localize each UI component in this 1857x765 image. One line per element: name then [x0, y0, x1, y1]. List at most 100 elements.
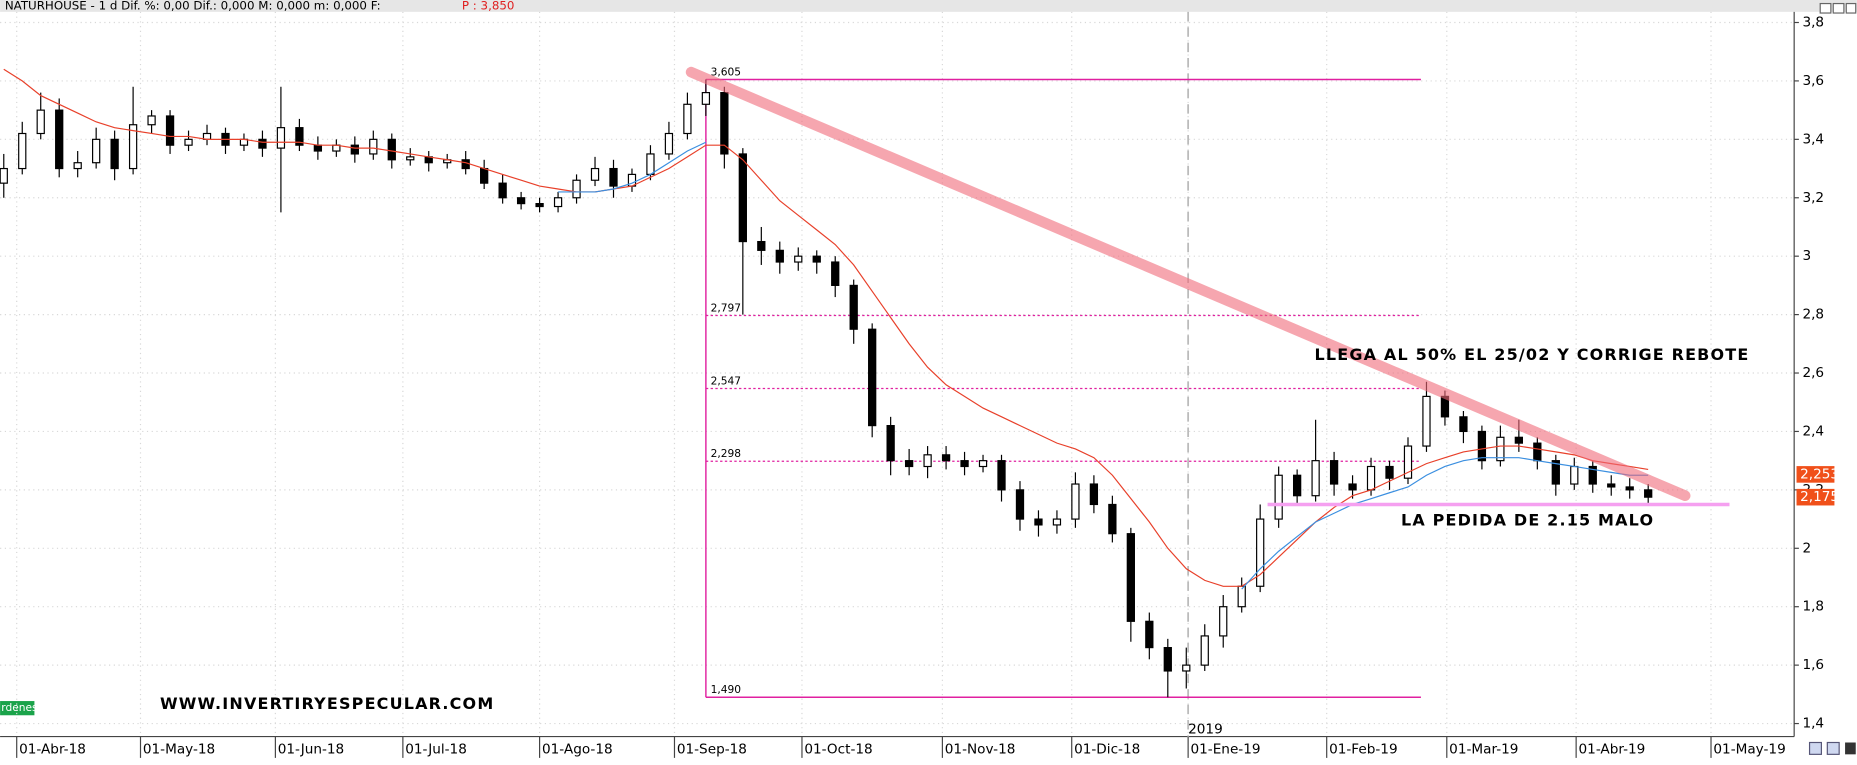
candle-body	[757, 240, 766, 251]
candle-body	[960, 460, 969, 468]
candle-body	[1219, 606, 1228, 637]
candle-body	[1459, 416, 1468, 433]
candle-body	[406, 156, 415, 161]
candle-body	[1292, 474, 1302, 497]
candle-body	[1403, 445, 1413, 479]
badge-text: rdenes	[1, 701, 38, 714]
toolbar-icon[interactable]	[1845, 742, 1856, 755]
y-tick-label: 1,6	[1802, 657, 1824, 673]
candle-body	[147, 115, 156, 126]
candle-body	[1182, 664, 1191, 672]
candle-body	[1496, 436, 1505, 462]
candle-body	[276, 127, 286, 149]
price-tag-label: 2,175	[1800, 489, 1839, 505]
price-tag	[1796, 466, 1835, 483]
candle-body	[941, 454, 951, 462]
y-tick-label: 2,6	[1802, 365, 1824, 381]
candle-body	[1034, 518, 1043, 526]
fib-label: 2,547	[711, 374, 741, 387]
candle-body	[1477, 430, 1487, 462]
candle-body	[36, 109, 45, 135]
year-label: 2019	[1188, 721, 1223, 737]
y-tick-label: 3,6	[1802, 73, 1824, 89]
y-tick-label: 3,4	[1802, 131, 1824, 147]
candle-body	[18, 132, 27, 170]
candle-body	[313, 144, 323, 152]
candle-body	[1237, 585, 1246, 608]
candle-body	[1348, 483, 1357, 491]
candle-body	[553, 197, 563, 208]
candle-body	[1256, 518, 1265, 587]
candle-body	[978, 460, 988, 468]
candle-body	[590, 167, 600, 181]
window-button[interactable]	[1819, 2, 1832, 14]
candle-body	[1422, 395, 1431, 447]
fib-label: 2,797	[711, 301, 741, 314]
candle-body	[1052, 518, 1062, 526]
candle-body	[1570, 465, 1579, 485]
y-tick-label: 2,4	[1802, 423, 1824, 439]
candle-body	[1607, 483, 1616, 488]
candle-body	[350, 144, 359, 155]
toolbar-icon[interactable]	[1826, 741, 1840, 755]
candle-body	[1644, 489, 1653, 498]
candle-body	[461, 159, 470, 170]
annotation: WWW.INVERTIRYESPECULAR.COM	[160, 694, 494, 713]
x-tick-label: 01-Dic-18	[1074, 742, 1140, 758]
candle-body	[480, 167, 489, 184]
candle-body	[1329, 460, 1339, 485]
candle-body	[1145, 620, 1154, 649]
toolbar-icon[interactable]	[1808, 741, 1822, 755]
candle-body	[92, 138, 101, 164]
candle-body	[184, 138, 193, 146]
candle-body	[1274, 474, 1283, 520]
candle-body	[0, 167, 8, 184]
window-button[interactable]	[1832, 2, 1845, 14]
fib-label: 2,298	[711, 447, 742, 460]
moving-average	[3, 68, 1649, 587]
x-tick-label: 01-May-18	[143, 742, 215, 758]
x-tick-label: 01-Abr-18	[19, 742, 86, 758]
candle-body	[868, 328, 877, 427]
candle-body	[1625, 486, 1634, 491]
candle-body	[720, 92, 729, 155]
y-tick-label: 2	[1802, 540, 1811, 556]
candle-body	[738, 153, 747, 243]
price-tag	[1796, 488, 1835, 506]
candle-body	[1071, 483, 1080, 520]
candle-body	[258, 138, 267, 149]
candle-body	[165, 115, 175, 146]
candle-body	[812, 255, 821, 263]
candle-body	[55, 109, 64, 170]
y-tick-label: 3,2	[1802, 190, 1824, 206]
candle-body	[1200, 635, 1209, 666]
y-tick-label: 3	[1802, 248, 1811, 264]
fib-label: 1,490	[711, 683, 742, 696]
candle-body	[775, 249, 784, 263]
candle-body	[1015, 489, 1025, 520]
x-tick-label: 01-Ene-19	[1190, 742, 1260, 758]
candle-body	[369, 138, 378, 155]
candle-body	[572, 179, 581, 199]
candle-body	[387, 138, 396, 161]
candle-body	[1311, 460, 1320, 497]
x-tick-label: 01-Abr-19	[1579, 742, 1646, 758]
window-button[interactable]	[1845, 2, 1857, 14]
annotation: LLEGA AL 50% EL 25/02 Y CORRIGE REBOTE	[1315, 345, 1750, 364]
x-tick-label: 01-Jul-18	[405, 742, 467, 758]
candle-body	[128, 124, 138, 170]
candle-body	[1551, 460, 1560, 485]
y-tick-label: 1,8	[1802, 599, 1824, 615]
price-tag-label: 2,253	[1800, 466, 1839, 482]
candle-body	[886, 425, 895, 462]
candle-body	[849, 284, 858, 330]
x-tick-label: 01-Ago-18	[542, 742, 613, 758]
candle-body	[110, 138, 119, 170]
candle-body	[997, 460, 1006, 491]
candle-body	[1108, 503, 1117, 535]
candle-body	[1126, 533, 1135, 622]
candle-body	[1089, 483, 1099, 506]
x-tick-label: 01-May-19	[1713, 742, 1785, 758]
x-tick-label: 01-Sep-18	[677, 742, 747, 758]
